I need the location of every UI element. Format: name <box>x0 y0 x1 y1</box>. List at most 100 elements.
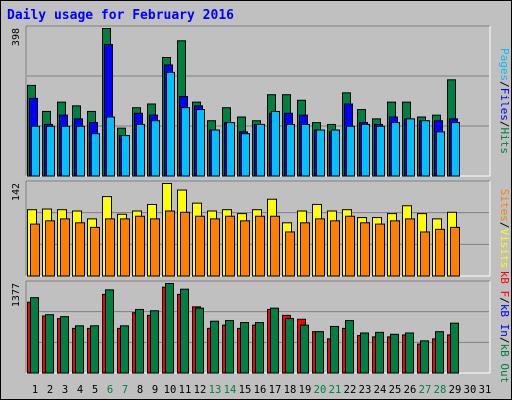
bar-kb-out <box>210 320 219 374</box>
bar-sites <box>285 231 295 277</box>
bar-pages <box>91 133 100 177</box>
bar-pages <box>256 123 265 177</box>
bar-kb-out <box>60 316 69 374</box>
legend-part: Visits <box>498 229 511 269</box>
x-tick-label: 27 <box>419 384 432 396</box>
x-tick-label: 4 <box>77 384 83 396</box>
x-tick-label: 11 <box>179 384 192 396</box>
bar-pages <box>391 122 400 177</box>
x-tick-label: 21 <box>329 384 342 396</box>
bar-pages <box>181 107 190 177</box>
x-tick-label: 31 <box>479 384 492 396</box>
x-tick-label: 28 <box>434 384 447 396</box>
bar-pages <box>46 125 55 177</box>
bar-pages <box>436 131 445 177</box>
bar-pages <box>406 118 415 177</box>
x-tick-label: 24 <box>374 384 387 396</box>
x-tick-label: 14 <box>224 384 237 396</box>
bar-sites <box>120 218 130 277</box>
x-tick-label: 5 <box>92 384 98 396</box>
bar-sites <box>195 215 205 277</box>
bar-kb-out <box>360 332 369 374</box>
bar-pages <box>301 123 310 177</box>
bar-pages <box>226 122 235 177</box>
legend-part: Hits <box>498 128 511 155</box>
bar-pages <box>211 129 220 177</box>
x-tick-label: 8 <box>137 384 143 396</box>
y-max-label: 142 <box>11 183 22 201</box>
bar-sites <box>315 218 325 277</box>
x-tick-label: 26 <box>404 384 417 396</box>
bar-kb-out <box>255 322 264 374</box>
bar-sites <box>105 218 115 277</box>
x-tick-label: 16 <box>254 384 267 396</box>
y-max-label: 1377 <box>11 283 22 307</box>
bar-pages <box>361 123 370 177</box>
panel-legend-label: kB F/kB In/kB Out <box>498 271 511 384</box>
bar-sites <box>45 220 55 277</box>
bar-sites <box>210 218 220 277</box>
x-tick-label: 9 <box>152 384 158 396</box>
bar-kb-out <box>345 320 354 374</box>
bar-sites <box>30 223 40 277</box>
bar-kb-out <box>105 289 114 374</box>
bar-kb-out <box>435 331 444 374</box>
legend-part: / <box>498 297 511 304</box>
bar-sites <box>75 222 85 277</box>
bar-kb-out <box>90 325 99 374</box>
bar-kb-out <box>390 333 399 374</box>
bar-sites <box>390 220 400 277</box>
legend-part: kB Out <box>498 344 511 384</box>
legend-part: Pages <box>498 48 511 81</box>
bar-kb-out <box>405 332 414 374</box>
bar-kb-out <box>135 308 144 374</box>
bar-sites <box>360 222 370 277</box>
bar-kb-out <box>420 340 429 374</box>
chart-title: Daily usage for February 2016 <box>7 8 234 23</box>
x-tick-label: 1 <box>32 384 38 396</box>
bar-pages <box>166 71 175 177</box>
bar-pages <box>376 125 385 177</box>
x-tick-label: 23 <box>359 384 372 396</box>
x-tick-label: 18 <box>284 384 297 396</box>
bar-kb-out <box>240 322 249 374</box>
bar-sites <box>165 210 175 277</box>
bar-sites <box>150 218 160 277</box>
bar-pages <box>286 123 295 177</box>
bar-kb-out <box>315 331 324 374</box>
bar-sites <box>180 211 190 277</box>
x-tick-label: 30 <box>464 384 477 396</box>
bar-kb-out <box>75 325 84 374</box>
bar-sites <box>450 226 460 277</box>
bar-pages <box>271 110 280 177</box>
y-max-label: 398 <box>11 28 22 46</box>
x-tick-label: 12 <box>194 384 207 396</box>
bar-kb-out <box>285 318 294 374</box>
bar-kb-out <box>45 314 54 374</box>
bar-pages <box>31 125 40 177</box>
bar-sites <box>60 218 70 277</box>
bar-pages <box>316 129 325 177</box>
x-tick-label: 19 <box>299 384 312 396</box>
bar-sites <box>375 223 385 277</box>
legend-part: / <box>498 81 511 88</box>
x-tick-label: 25 <box>389 384 402 396</box>
panel-legend-label: Pages/Files/Hits <box>498 48 511 154</box>
bar-pages <box>421 120 430 177</box>
bar-kb-out <box>330 325 339 374</box>
x-tick-label: 29 <box>449 384 462 396</box>
panel-legend-label: Sites/Visits <box>498 189 511 269</box>
bar-sites <box>90 226 100 277</box>
bar-pages <box>61 125 70 177</box>
x-tick-label: 22 <box>344 384 357 396</box>
x-tick-label: 3 <box>62 384 68 396</box>
bar-sites <box>405 218 415 277</box>
bar-kb-out <box>150 310 159 374</box>
bar-pages <box>241 133 250 177</box>
x-tick-label: 6 <box>107 384 113 396</box>
bar-pages <box>346 125 355 177</box>
x-tick-label: 7 <box>122 384 128 396</box>
bar-sites <box>435 228 445 277</box>
bar-sites <box>420 231 430 277</box>
